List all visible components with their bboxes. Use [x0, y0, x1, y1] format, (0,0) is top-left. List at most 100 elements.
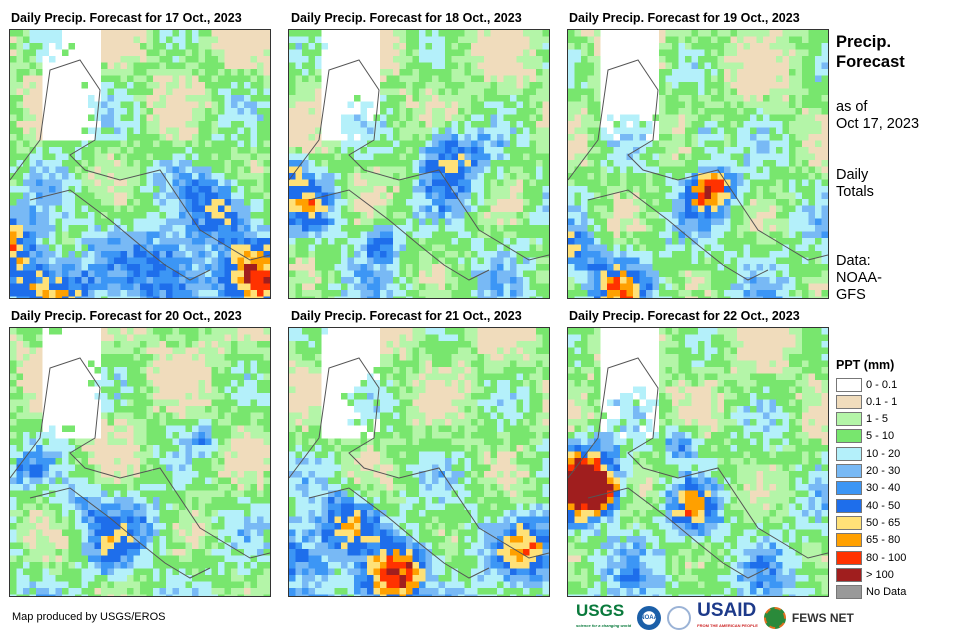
precip-cell — [315, 218, 322, 226]
precip-cell — [724, 218, 731, 226]
precip-cell — [510, 88, 517, 96]
precip-cell — [724, 244, 731, 252]
precip-cell — [717, 95, 725, 102]
precip-cell — [62, 108, 69, 115]
precip-cell — [542, 212, 549, 219]
precip-cell — [211, 49, 219, 57]
precip-cell — [406, 238, 413, 245]
precip-cell — [334, 231, 342, 239]
precip-cell — [257, 225, 264, 232]
precip-cell — [425, 147, 433, 154]
precip-cell — [120, 264, 128, 271]
precip-cell — [263, 56, 270, 63]
precip-cell — [685, 277, 692, 284]
precip-cell — [140, 186, 147, 193]
precip-cell — [373, 82, 381, 89]
precip-cell — [244, 147, 251, 154]
precip-cell — [179, 192, 186, 200]
precip-cell — [406, 186, 413, 193]
precip-cell — [587, 69, 595, 76]
precip-cell — [607, 56, 614, 63]
precip-cell — [179, 238, 186, 245]
precip-cell — [412, 199, 420, 206]
precip-cell — [94, 205, 102, 213]
precip-cell — [633, 101, 640, 109]
precip-cell — [743, 30, 751, 37]
precip-cell — [776, 121, 783, 128]
precip-cell — [737, 121, 744, 128]
precip-cell — [497, 218, 504, 226]
precip-cell — [120, 231, 128, 239]
precip-cell — [802, 283, 809, 291]
precip-cell — [114, 205, 121, 213]
precip-cell — [393, 205, 400, 213]
precip-cell — [133, 283, 141, 291]
precip-cell — [808, 270, 816, 278]
precip-cell — [68, 147, 76, 154]
precip-cell — [315, 101, 322, 109]
precip-cell — [536, 192, 543, 200]
precip-cell — [328, 62, 335, 70]
precip-cell — [334, 205, 342, 213]
precip-cell — [250, 43, 258, 50]
precip-cell — [789, 153, 796, 161]
precip-cell — [685, 134, 692, 141]
precip-cell — [639, 264, 647, 271]
precip-cell — [244, 186, 251, 193]
precip-cell — [367, 95, 374, 102]
precip-cell — [263, 296, 270, 298]
precip-cell — [205, 160, 212, 167]
precip-cell — [42, 296, 50, 298]
precip-cell — [542, 225, 549, 232]
precip-cell — [49, 43, 56, 50]
precip-cell — [510, 153, 517, 161]
precip-cell — [94, 166, 102, 174]
precip-cell — [140, 134, 147, 141]
precip-cell — [646, 134, 653, 141]
precip-cell — [75, 290, 82, 297]
precip-cell — [166, 225, 173, 232]
precip-cell — [334, 75, 342, 83]
precip-cell — [49, 231, 56, 239]
precip-cell — [646, 225, 653, 232]
precip-cell — [205, 88, 212, 96]
precip-cell — [432, 238, 439, 245]
precip-cell — [55, 296, 63, 298]
precip-cell — [782, 75, 790, 83]
precip-cell — [380, 218, 387, 226]
precip-cell — [257, 147, 264, 154]
precip-cell — [380, 49, 387, 57]
precip-cell — [711, 127, 718, 135]
precip-cell — [334, 186, 342, 193]
precip-cell — [698, 160, 705, 167]
precip-cell — [29, 82, 37, 89]
precip-cell — [763, 192, 770, 200]
precip-cell — [438, 49, 446, 57]
precip-cell — [711, 30, 718, 37]
precip-cell — [328, 30, 335, 37]
precip-cell — [192, 192, 199, 200]
precip-cell — [16, 251, 24, 258]
precip-cell — [600, 225, 608, 232]
precip-cell — [328, 43, 335, 50]
precip-cell — [782, 82, 790, 89]
precip-cell — [354, 121, 361, 128]
precip-cell — [600, 205, 608, 213]
precip-cell — [328, 134, 335, 141]
precip-cell — [724, 36, 731, 44]
precip-cell — [613, 49, 621, 57]
precip-cell — [250, 36, 258, 44]
precip-cell — [815, 264, 822, 271]
precip-cell — [743, 108, 751, 115]
precip-cell — [399, 264, 407, 271]
precip-cell — [529, 69, 537, 76]
precip-cell — [484, 192, 491, 200]
precip-cell — [717, 257, 725, 265]
precip-cell — [750, 186, 757, 193]
precip-cell — [55, 173, 63, 180]
precip-cell — [153, 186, 160, 193]
precip-cell — [581, 56, 588, 63]
precip-cell — [737, 82, 744, 89]
precip-cell — [250, 166, 258, 174]
precip-cell — [328, 205, 335, 213]
